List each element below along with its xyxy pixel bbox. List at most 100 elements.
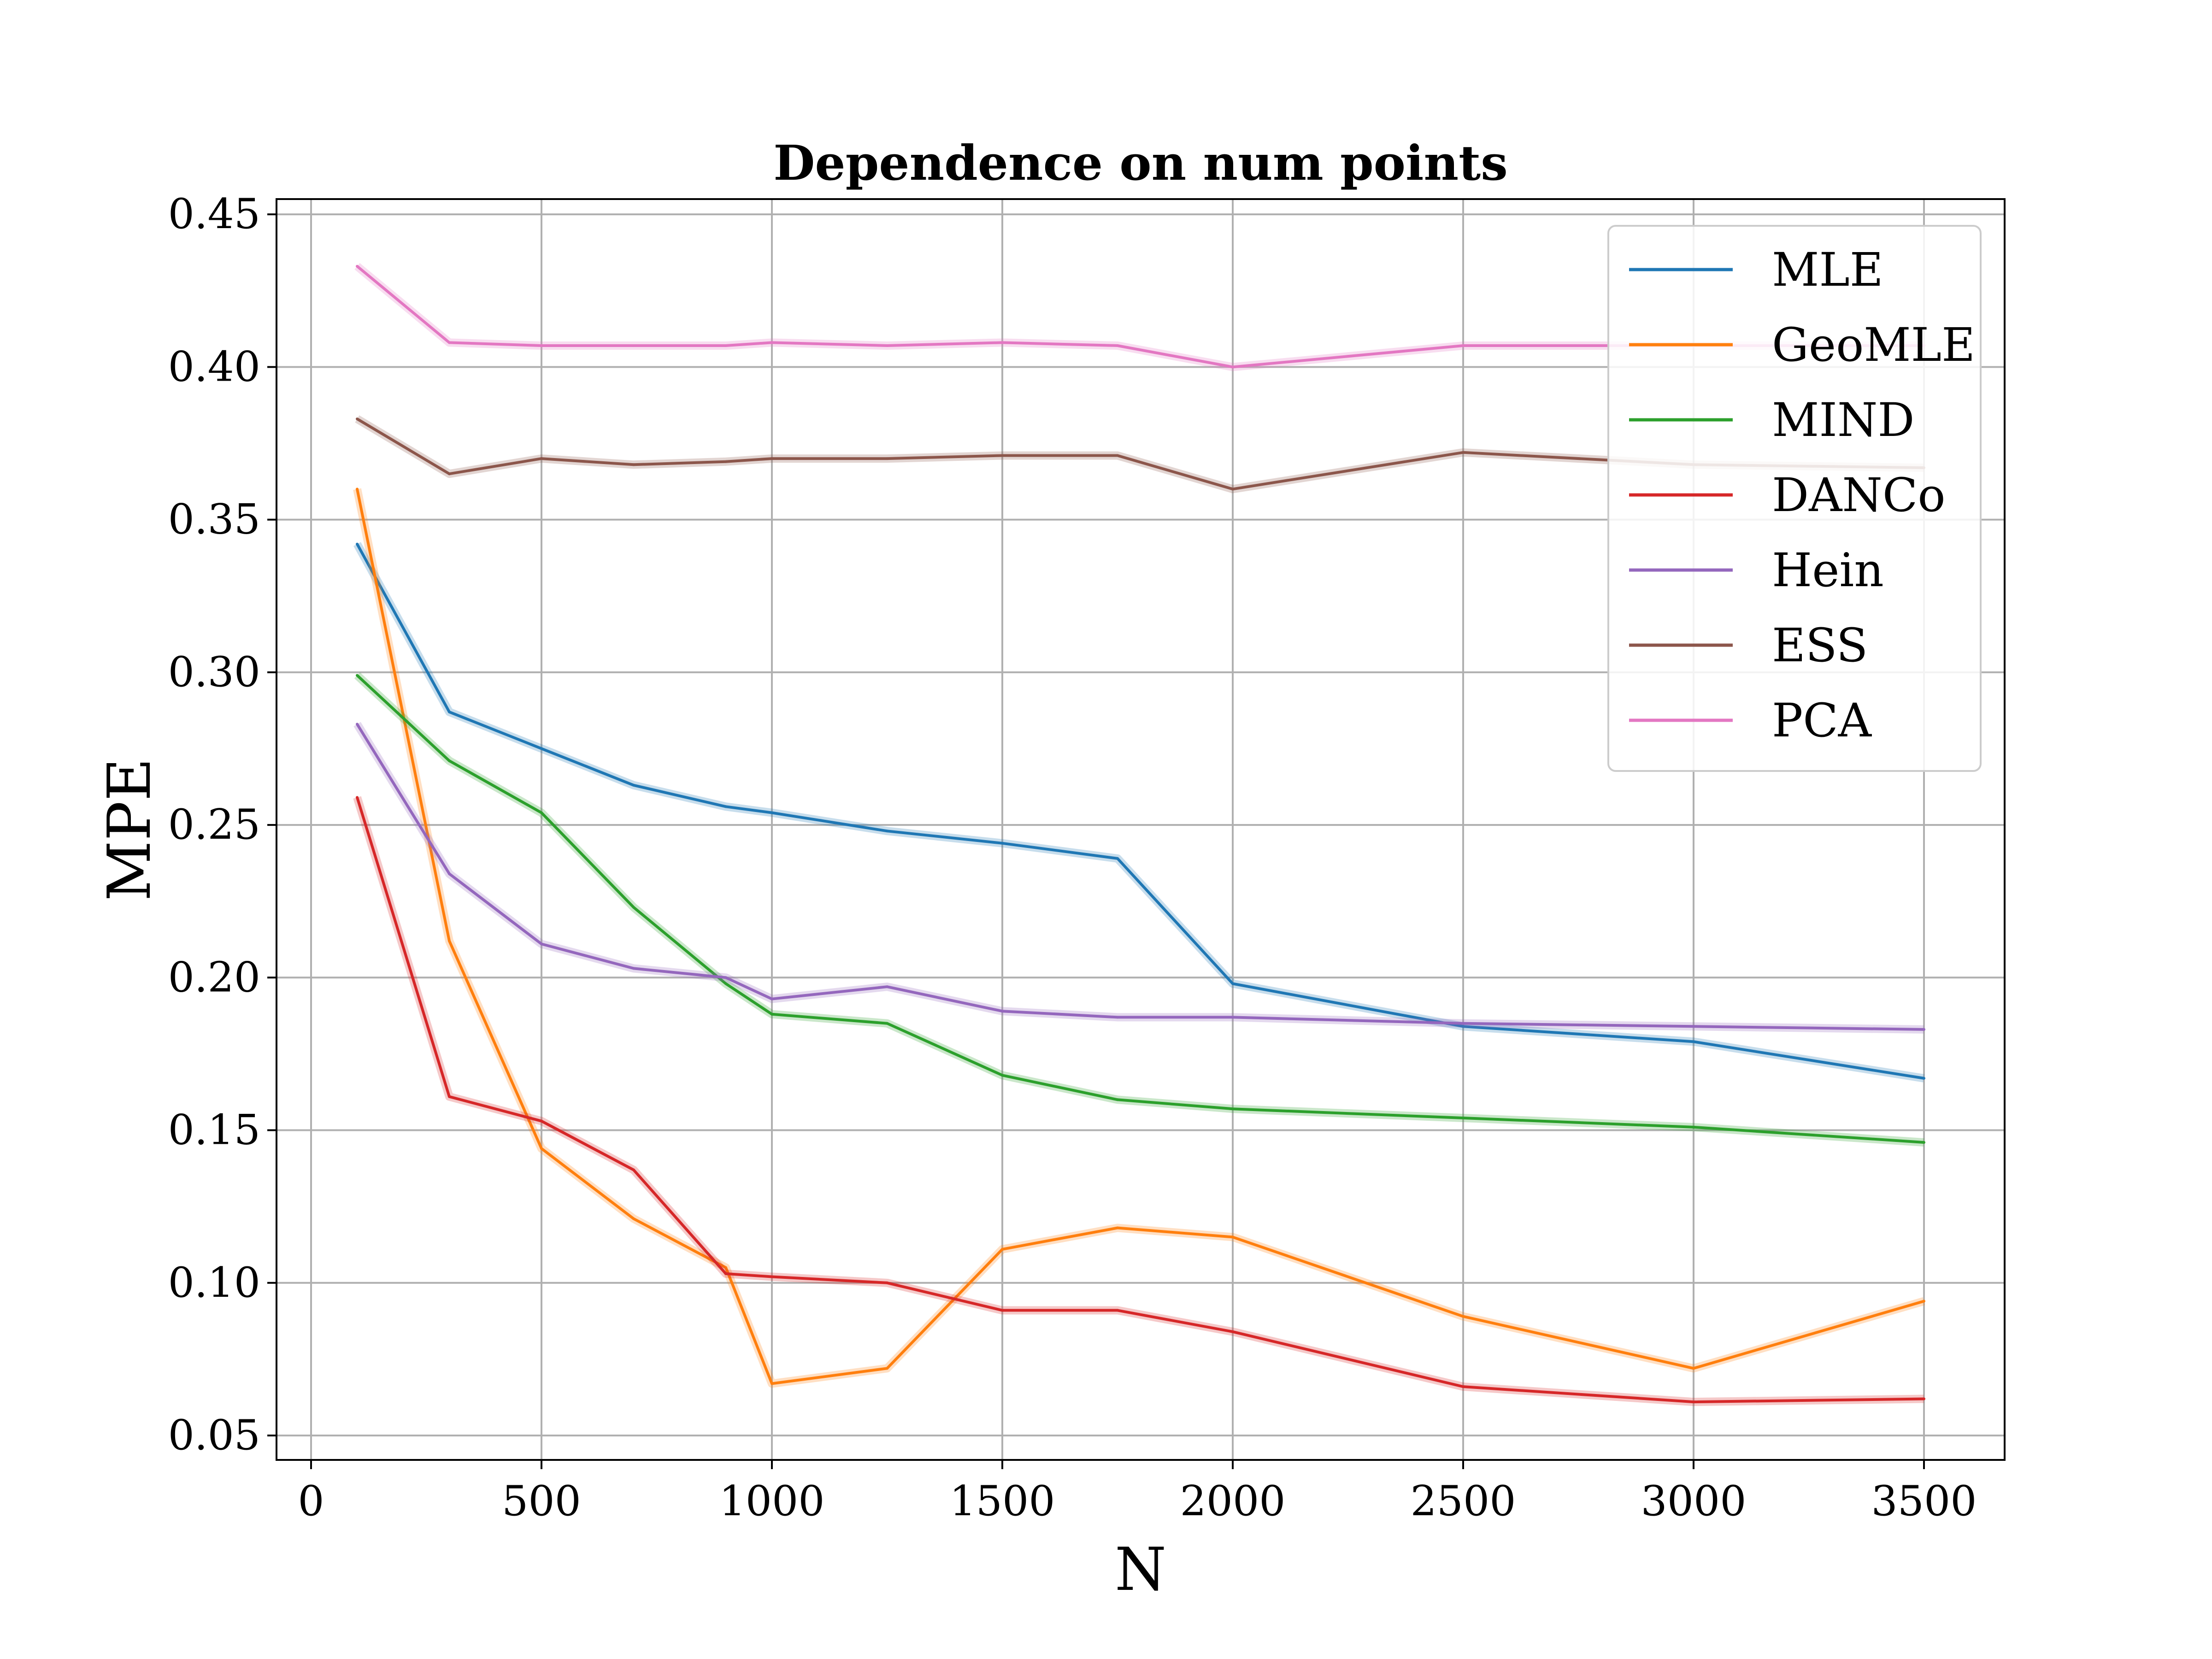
data-point-mle: [724, 805, 727, 808]
y-tick-label: 0.20: [168, 953, 260, 1001]
data-point-danco: [540, 1119, 543, 1123]
y-tick-label: 0.30: [168, 648, 260, 696]
plot-frame: [276, 198, 2006, 1461]
y-axis-label: MPE: [95, 758, 164, 901]
data-point-hein: [1692, 1025, 1695, 1028]
data-point-pca: [1462, 344, 1465, 347]
data-point-danco: [1692, 1400, 1695, 1404]
data-point-mind: [1001, 1074, 1004, 1077]
data-point-hein: [356, 723, 359, 726]
data-point-mle: [448, 710, 451, 713]
data-point-mind: [1462, 1117, 1465, 1119]
data-point-pca: [771, 341, 773, 344]
tick-layer: 0 500 1000 1500 2000 2500 3000 3500 0.05 0.10 0.15…: [168, 190, 1977, 1525]
legend: MLE GeoMLE MIND DANCo Hein ESS PCA: [1607, 225, 1982, 772]
x-tick-label: 3500: [1871, 1477, 1977, 1525]
data-point-pca: [632, 344, 635, 347]
y-tick-label: 0.05: [168, 1411, 260, 1459]
data-point-geomle: [886, 1367, 888, 1370]
data-point-geomle: [1116, 1226, 1119, 1230]
data-point-hein: [448, 872, 451, 876]
data-point-ess: [886, 457, 888, 460]
data-point-mind: [632, 906, 635, 909]
data-point-hein: [724, 976, 727, 979]
data-point-danco: [448, 1095, 451, 1098]
data-point-pca: [356, 265, 359, 268]
data-point-pca: [1001, 341, 1004, 344]
data-point-mind: [1231, 1107, 1234, 1111]
data-point-hein: [1923, 1028, 1925, 1031]
y-tick-label: 0.25: [168, 800, 260, 849]
data-point-geomle: [1692, 1367, 1695, 1370]
data-point-pca: [886, 344, 888, 347]
data-point-hein: [886, 985, 888, 988]
data-point-hein: [1116, 1016, 1119, 1019]
y-tick-label: 0.15: [168, 1106, 260, 1154]
data-point-ess: [356, 418, 359, 420]
chart-title: Dependence on num points: [773, 135, 1508, 191]
x-tick-label: 1500: [949, 1477, 1055, 1525]
data-point-pca: [1231, 365, 1234, 369]
data-point-pca: [448, 341, 451, 344]
x-tick-label: 0: [298, 1477, 324, 1525]
data-point-danco: [632, 1168, 635, 1171]
x-tick-label: 1000: [719, 1477, 824, 1525]
y-tick-label: 0.45: [168, 190, 260, 238]
data-point-mind: [540, 811, 543, 814]
data-point-hein: [771, 997, 773, 1000]
data-point-mind: [1116, 1098, 1119, 1101]
data-point-hein: [540, 942, 543, 946]
data-point-mind: [886, 1022, 888, 1025]
data-point-ess: [1001, 454, 1004, 457]
data-point-geomle: [448, 939, 451, 942]
data-point-mle: [1923, 1077, 1925, 1080]
legend-label-geomle: GeoMLE: [1772, 318, 1975, 372]
data-point-geomle: [724, 1266, 727, 1269]
data-point-geomle: [632, 1217, 635, 1220]
data-point-mle: [1692, 1040, 1695, 1043]
x-tick-label: 2000: [1180, 1477, 1285, 1525]
data-point-geomle: [1231, 1235, 1234, 1239]
data-point-ess: [724, 460, 727, 463]
data-point-mle: [1001, 841, 1004, 845]
data-point-mle: [771, 811, 773, 814]
data-point-danco: [724, 1272, 727, 1275]
data-point-danco: [771, 1275, 773, 1278]
data-point-pca: [540, 344, 543, 347]
data-point-mle: [1116, 857, 1119, 860]
data-point-mind: [1923, 1141, 1925, 1144]
data-point-mind: [771, 1012, 773, 1016]
data-point-ess: [632, 463, 635, 466]
data-point-geomle: [540, 1147, 543, 1150]
data-point-geomle: [1462, 1315, 1465, 1318]
legend-box: [1607, 225, 1982, 772]
data-point-mle: [356, 542, 359, 546]
x-tick-label: 500: [502, 1477, 581, 1525]
data-point-ess: [1231, 488, 1234, 491]
legend-label-mle: MLE: [1772, 243, 1883, 297]
legend-label-danco: DANCo: [1772, 468, 1946, 522]
legend-label-pca: PCA: [1772, 694, 1872, 747]
data-point-hein: [632, 967, 635, 970]
data-point-geomle: [1001, 1247, 1004, 1251]
data-point-danco: [1462, 1385, 1465, 1388]
data-point-geomle: [1923, 1300, 1925, 1303]
legend-label-ess: ESS: [1772, 618, 1868, 672]
data-point-mle: [632, 783, 635, 787]
data-point-danco: [356, 796, 359, 799]
data-point-pca: [724, 344, 727, 347]
y-tick-label: 0.40: [168, 342, 260, 391]
legend-label-mind: MIND: [1772, 393, 1915, 447]
legend-label-hein: Hein: [1772, 543, 1884, 597]
x-tick-label: 3000: [1641, 1477, 1746, 1525]
y-tick-label: 0.10: [168, 1259, 260, 1307]
data-point-danco: [886, 1281, 888, 1284]
data-point-ess: [448, 472, 451, 476]
data-point-geomle: [771, 1382, 773, 1385]
data-point-mind: [724, 982, 727, 985]
series-layer: [353, 263, 1925, 1406]
data-point-danco: [1001, 1309, 1004, 1312]
data-point-mind: [356, 674, 359, 677]
x-axis-label: N: [1115, 1535, 1166, 1604]
